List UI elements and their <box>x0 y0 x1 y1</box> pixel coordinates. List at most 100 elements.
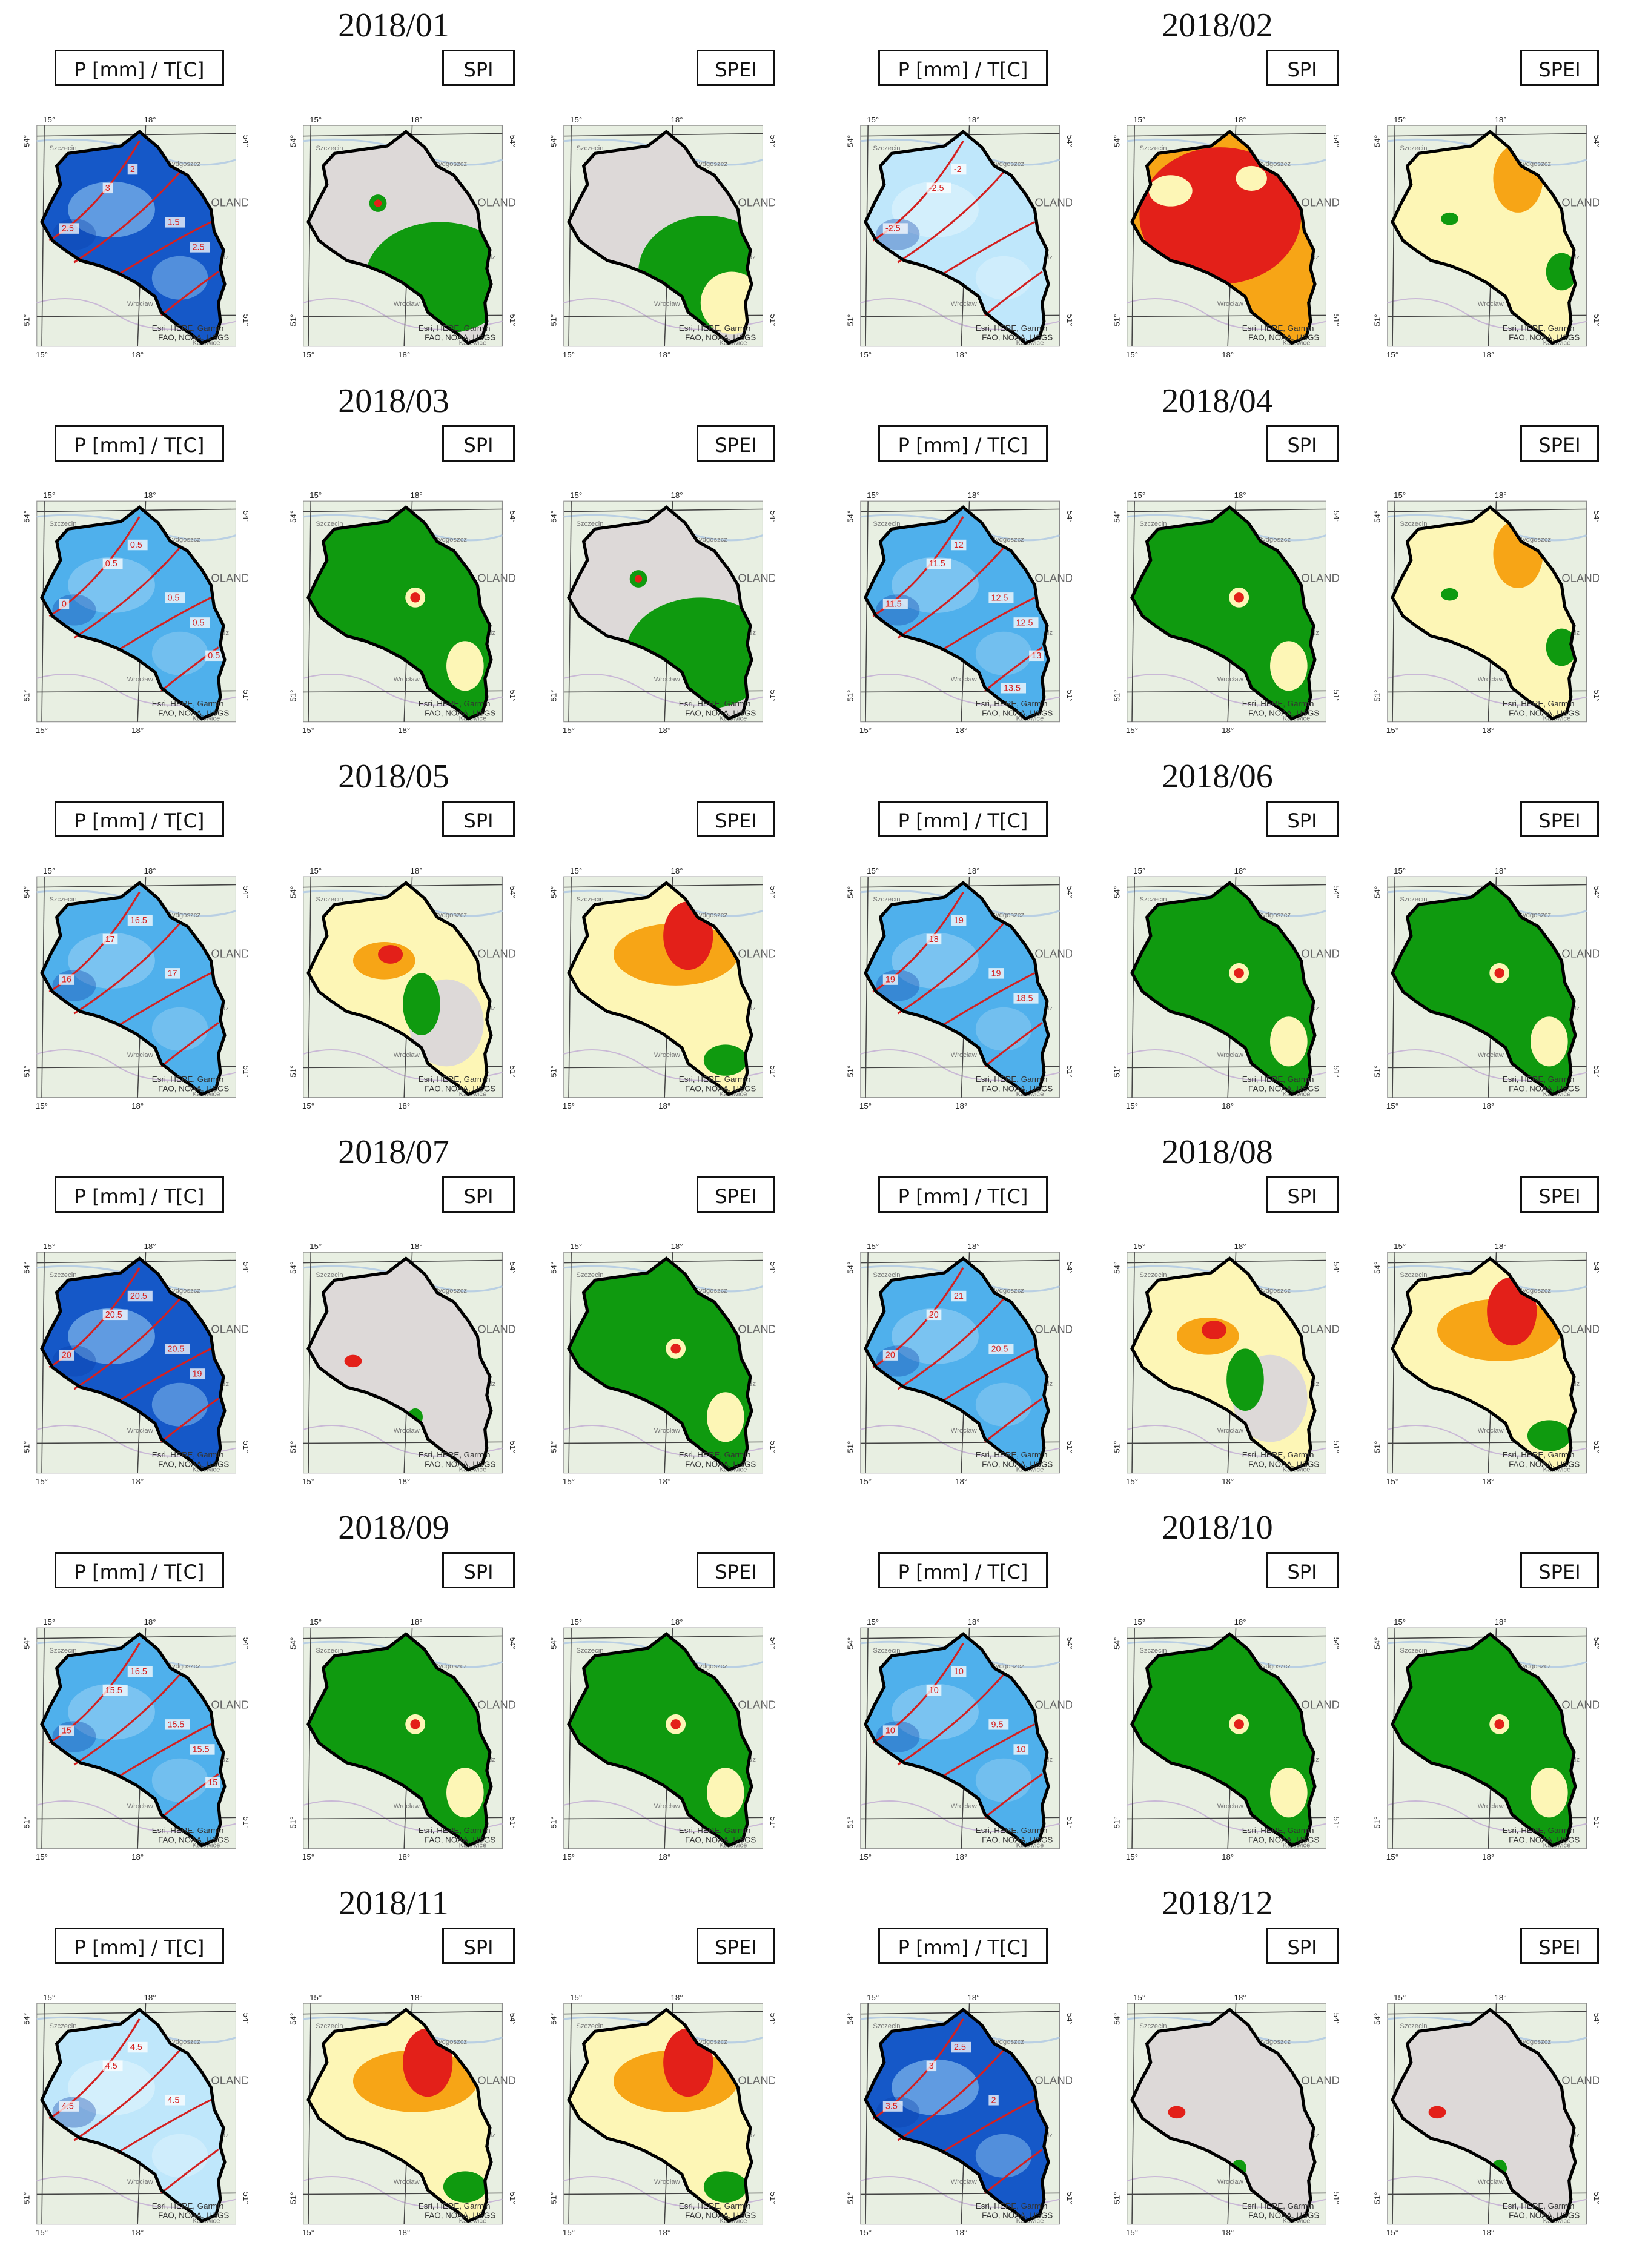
isotherm-label: 4.5 <box>167 2095 179 2105</box>
tick-label-right-54: 54° <box>508 1637 515 1650</box>
tick-label-right-51: 51° <box>769 1441 775 1453</box>
city-label-szczecin: Szczecin <box>576 1647 603 1654</box>
basin-outline <box>864 881 1050 1096</box>
isotherm-line <box>897 1298 1005 1390</box>
tick-label-left-51: 51° <box>1112 690 1121 702</box>
spi-panel: SPI 15° 18° 54° 51° 54° 51° 15° 18° Szczecin Bydgo… <box>285 425 527 752</box>
city-label-bydgoszcz: Bydgoszcz <box>1518 912 1551 919</box>
tick-label-top-18: 18° <box>144 1242 156 1251</box>
city-label-bydgoszcz: Bydgoszcz <box>694 536 727 543</box>
tick-label-left-54: 54° <box>549 886 558 898</box>
isotherm-label-bg <box>59 974 74 985</box>
isotherm-line <box>941 596 1036 651</box>
tick-label-bottom-18: 18° <box>955 350 967 359</box>
country-label: OLAND <box>738 2074 775 2087</box>
map-frame: 15° 18° 54° 51° 54° 51° 15° 18° Szczecin Bydgoszc… <box>1112 115 1339 359</box>
isotherm-label-bg <box>102 1309 128 1321</box>
tick-label-right-54: 54° <box>242 511 248 523</box>
isotherm-line <box>897 171 1005 264</box>
isotherm-label: 2.5 <box>954 2043 966 2052</box>
tick-label-top-18: 18° <box>410 866 422 875</box>
map-credit: FAO, NOAA, USGS <box>1248 333 1319 342</box>
basin-outline <box>1391 881 1577 1096</box>
city-label-wroclaw: Wrocław <box>394 1052 420 1059</box>
country-label: OLAND <box>1034 196 1072 209</box>
city-label-wroclaw: Wrocław <box>654 676 681 683</box>
month-title: 2018/04 <box>1162 382 1273 420</box>
tick-label-left-54: 54° <box>288 886 297 898</box>
month-title: 2018/06 <box>1162 758 1273 795</box>
city-label-bydgoszcz: Bydgoszcz <box>694 912 727 919</box>
city-label-wroclaw: Wrocław <box>1217 1052 1244 1059</box>
isotherm-label-bg <box>882 223 908 234</box>
city-label-wroclaw: Wrocław <box>394 676 420 683</box>
isotherm-label-bg <box>102 2060 123 2072</box>
country-label: OLAND <box>477 196 515 209</box>
index-class-patch <box>1546 253 1575 291</box>
tick-label-bottom-18: 18° <box>398 726 410 735</box>
tick-label-bottom-18: 18° <box>658 1101 670 1110</box>
isotherm-label: 0.5 <box>208 651 220 661</box>
graticule-15 <box>308 1252 311 1473</box>
country-label: OLAND <box>1034 572 1072 585</box>
map-frame: 15° 18° 54° 51° 54° 51° 15° 18° Szczecin Bydgoszc… <box>1112 866 1339 1110</box>
tick-label-bottom-15: 15° <box>563 726 575 735</box>
isotherm-line <box>160 1022 219 1067</box>
isotherm-label: 12 <box>954 540 964 550</box>
tick-label-right-51: 51° <box>508 1066 515 1078</box>
tick-label-right-51: 51° <box>1592 1066 1599 1078</box>
basin-outline <box>864 130 1050 345</box>
tick-label-left-51: 51° <box>846 1441 855 1453</box>
tick-label-left-51: 51° <box>288 1441 297 1453</box>
country-label: OLAND <box>477 947 515 960</box>
tick-label-right-51: 51° <box>1592 2192 1599 2204</box>
map-credit: Esri, HERE, Garmin <box>1503 1075 1575 1084</box>
map-frame: 15° 18° 54° 51° 54° 51° 15° 18° Szczecin Bydgoszc… <box>288 1242 515 1486</box>
tick-label-left-54: 54° <box>1372 886 1382 898</box>
index-class-patch <box>634 575 643 583</box>
city-label-wroclaw: Wrocław <box>1478 300 1504 308</box>
city-label-wroclaw: Wrocław <box>654 1052 681 1059</box>
tick-label-left-54: 54° <box>22 511 31 523</box>
map-credit: FAO, NOAA, USGS <box>1248 708 1319 717</box>
tick-label-bottom-15: 15° <box>563 1101 575 1110</box>
tick-label-right-51: 51° <box>1592 314 1599 327</box>
isotherm-label-bg <box>926 1309 942 1321</box>
map-credit: FAO, NOAA, USGS <box>1509 2210 1580 2220</box>
map-credit: FAO, NOAA, USGS <box>1248 1459 1319 1468</box>
map-credit: FAO, NOAA, USGS <box>685 1835 756 1844</box>
tick-label-bottom-15: 15° <box>1126 1852 1138 1862</box>
map-credit: FAO, NOAA, USGS <box>685 333 756 342</box>
city-label-wroclaw: Wrocław <box>951 676 978 683</box>
country-label: OLAND <box>1561 196 1599 209</box>
graticule-15 <box>1392 501 1395 722</box>
isotherm-label-bg <box>102 182 113 194</box>
map-frame: 15° 18° 54° 51° 54° 51° 15° 18° Szczecin Bydgoszc… <box>1372 1617 1599 1862</box>
tick-label-right-54: 54° <box>242 2013 248 2025</box>
basin-outline <box>1391 130 1577 345</box>
tick-label-top-15: 15° <box>1394 1617 1406 1626</box>
tick-label-bottom-18: 18° <box>398 1101 410 1110</box>
index-class-patch <box>446 1768 484 1818</box>
tick-label-left-54: 54° <box>846 1637 855 1650</box>
isotherm-line <box>117 1723 212 1778</box>
city-label-bydgoszcz: Bydgoszcz <box>991 2038 1024 2046</box>
map-frame: 15° 18° 54° 51° 54° 51° 15° 18° Szczecin Bydgoszc… <box>22 1617 248 1862</box>
city-label-szczecin: Szczecin <box>1139 896 1167 903</box>
map-credit: Esri, HERE, Garmin <box>679 1450 751 1459</box>
map-credit: FAO, NOAA, USGS <box>158 2210 229 2220</box>
tick-label-left-54: 54° <box>846 135 855 147</box>
tick-label-bottom-18: 18° <box>658 1852 670 1862</box>
tick-label-right-51: 51° <box>242 2192 248 2204</box>
map-credit: FAO, NOAA, USGS <box>1248 2210 1319 2220</box>
month-title: 2018/10 <box>1162 1509 1273 1547</box>
tick-label-bottom-15: 15° <box>36 350 48 359</box>
tick-label-bottom-15: 15° <box>1386 726 1398 735</box>
tick-label-bottom-18: 18° <box>1482 350 1494 359</box>
tick-label-right-51: 51° <box>1065 690 1072 702</box>
isotherm-line <box>984 1773 1043 1819</box>
city-label-szczecin: Szczecin <box>873 520 900 528</box>
tick-label-left-51: 51° <box>288 2192 297 2204</box>
tick-label-bottom-18: 18° <box>955 1101 967 1110</box>
tick-label-top-15: 15° <box>867 1242 879 1251</box>
